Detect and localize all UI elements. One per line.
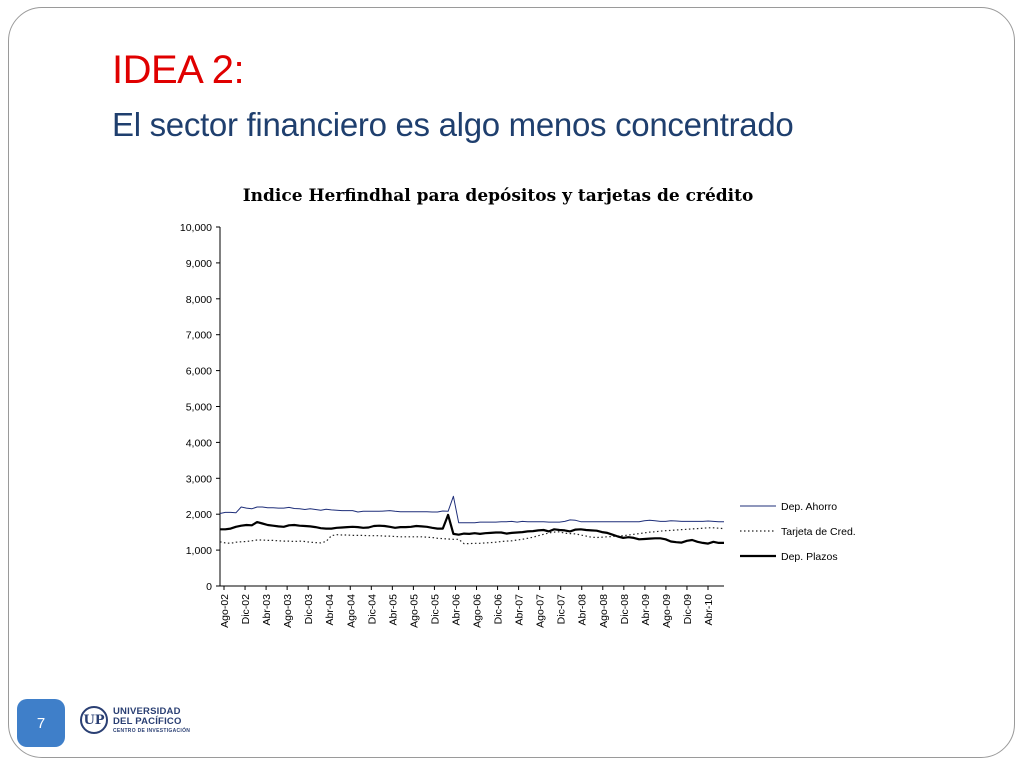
x-tick-label: Dic-02	[240, 594, 252, 625]
logo-line-2: DEL PACÍFICO	[113, 716, 182, 727]
x-tick-label: Abr-08	[577, 594, 589, 626]
page-number-badge: 7	[17, 699, 65, 747]
y-tick-label: 10,000	[180, 222, 212, 234]
x-tick-label: Dic-08	[619, 594, 631, 625]
y-tick-label: 7,000	[186, 330, 212, 342]
series-line-dep-ahorro	[219, 495, 724, 524]
x-tick-label: Abr-06	[450, 594, 462, 626]
legend-label-tarjeta-de-cred: Tarjeta de Cred.	[781, 526, 856, 538]
herfindahl-line-chart: Indice Herfindhal para depósitos y tarje…	[180, 186, 856, 628]
slide-title-idea: IDEA 2:	[112, 48, 245, 92]
logo-text: UNIVERSIDAD DEL PACÍFICO CENTRO DE INVES…	[113, 705, 191, 734]
x-tick-label: Abr-05	[387, 594, 399, 626]
y-tick-label: 0	[206, 581, 212, 593]
legend-label-dep-plazos: Dep. Plazos	[781, 551, 838, 563]
chart-series-layer	[219, 495, 725, 545]
x-tick-label: Dic-05	[429, 594, 441, 625]
logo-line-3: CENTRO DE INVESTIGACIÓN	[113, 727, 191, 734]
y-tick-label: 9,000	[186, 258, 212, 270]
logo-line-1: UNIVERSIDAD	[113, 705, 181, 717]
x-tick-label: Ago-04	[345, 594, 357, 628]
x-tick-label: Ago-03	[282, 594, 294, 628]
series-line-dep-plazos	[220, 513, 724, 545]
x-tick-label: Dic-09	[682, 594, 694, 625]
university-seal-icon: UP	[80, 706, 108, 734]
x-tick-label: Ago-05	[408, 594, 420, 628]
chart-title: Indice Herfindhal para depósitos y tarje…	[243, 186, 754, 206]
x-tick-label: Dic-03	[303, 594, 315, 625]
x-tick-label: Abr-09	[640, 594, 652, 626]
legend-label-dep-ahorro: Dep. Ahorro	[781, 501, 837, 513]
x-tick-label: Dic-04	[366, 594, 378, 625]
chart-legend: Dep. Ahorro Tarjeta de Cred. Dep. Plazos	[740, 501, 856, 563]
x-tick-label: Abr-04	[324, 594, 336, 626]
x-tick-label: Ago-07	[535, 594, 547, 628]
y-tick-label: 2,000	[186, 509, 212, 521]
x-tick-label: Dic-07	[556, 594, 568, 625]
slide-frame	[8, 7, 1015, 758]
chart-axes: 0 1,000 2,000 3,000 4,000 5,000 6,000 7,000 8,00…	[180, 222, 724, 628]
x-tick-label: Ago-09	[661, 594, 673, 628]
x-tick-label: Abr-10	[703, 594, 715, 626]
y-tick-label: 3,000	[186, 473, 212, 485]
slide-title-statement: El sector financiero es algo menos conce…	[112, 106, 794, 143]
x-tick-label: Ago-02	[219, 594, 231, 628]
x-tick-label: Ago-06	[472, 594, 484, 628]
x-tick-label: Abr-03	[261, 594, 273, 626]
universidad-del-pacifico-logo: UP UNIVERSIDAD DEL PACÍFICO CENTRO DE IN…	[80, 703, 194, 737]
y-tick-label: 6,000	[186, 366, 212, 378]
x-tick-label: Abr-07	[514, 594, 526, 626]
y-tick-label: 4,000	[186, 437, 212, 449]
y-tick-label: 1,000	[186, 545, 212, 557]
y-tick-label: 8,000	[186, 294, 212, 306]
x-tick-label: Dic-06	[493, 594, 505, 625]
series-line-tarjeta-de-cred	[219, 527, 725, 545]
y-tick-label: 5,000	[186, 402, 212, 414]
x-tick-label: Ago-08	[598, 594, 610, 628]
